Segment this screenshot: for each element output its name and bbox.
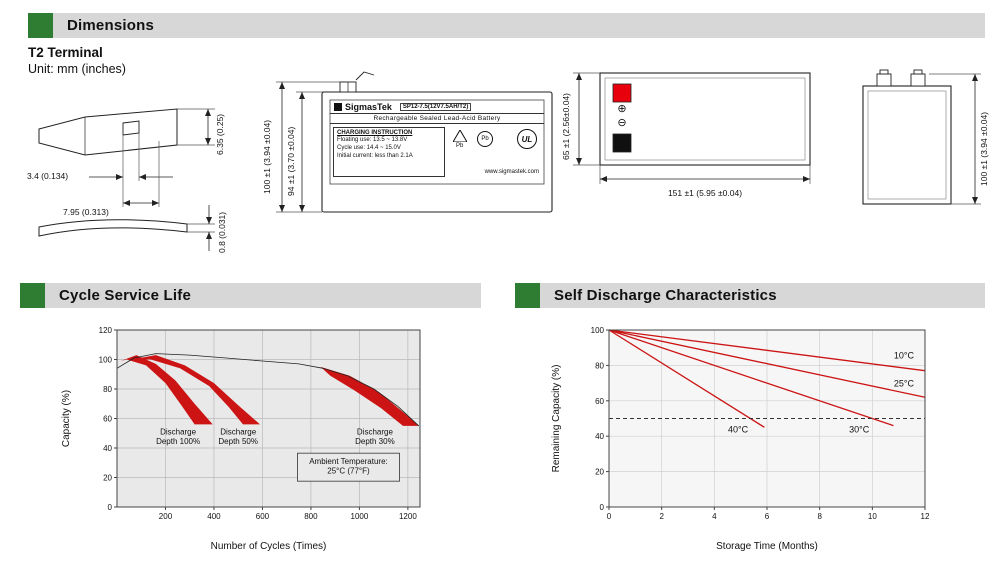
dim-length: 151 ±1 (5.95 ±0.04) <box>667 188 743 198</box>
svg-text:20: 20 <box>103 474 112 483</box>
svg-text:400: 400 <box>207 512 221 521</box>
svg-text:Remaining Capacity (%): Remaining Capacity (%) <box>551 365 562 473</box>
svg-text:Capacity (%): Capacity (%) <box>61 390 72 447</box>
charging-line: Initial current: less than 2.1A <box>337 152 413 159</box>
svg-text:100: 100 <box>99 356 113 365</box>
charging-line: Floating use: 13.5 ~ 13.8V <box>337 137 408 143</box>
terminal-detail-diagram <box>38 108 215 251</box>
dim-container-height: 94 ±1 (3.70 ±0.04) <box>286 126 296 196</box>
brand-logo-icon <box>334 103 342 111</box>
product-type: Rechargeable Sealed Lead-Acid Battery <box>330 113 544 124</box>
website-text: www.sigmastek.com <box>484 169 539 175</box>
svg-text:25°C: 25°C <box>894 379 915 389</box>
dim-terminal-thickness: 0.8 (0.031) <box>217 211 227 253</box>
svg-text:2: 2 <box>659 512 664 521</box>
svg-text:0: 0 <box>108 503 113 512</box>
self-discharge-chart: 10°C 25°C 30°C 40°C 0 2 4 6 8 10 12 0 20 40 60 80 100 Sto… <box>545 312 985 557</box>
charging-line: Cycle use: 14.4 ~ 15.0V <box>337 144 401 151</box>
charging-instruction-box: CHARGING INSTRUCTION Floating use: 13.5 … <box>333 127 445 177</box>
negative-terminal-symbol: ⊖ <box>617 117 627 129</box>
battery-label-header: SigmasTek SP12-7.5(12V7.5AH/T2) <box>330 100 544 113</box>
svg-text:40: 40 <box>103 444 112 453</box>
label-icon-zone: Pb Pb UL www.sigmastek.com <box>449 127 541 177</box>
svg-text:1000: 1000 <box>351 512 369 521</box>
dim-width: 65 ±1 (2.56±0.04) <box>561 93 571 160</box>
svg-text:1200: 1200 <box>399 512 417 521</box>
section-title-cycle-life: Cycle Service Life <box>59 287 192 304</box>
section-header-dimensions: Dimensions <box>28 13 985 38</box>
brand-name: SigmasTek <box>345 102 392 112</box>
model-number: SP12-7.5(12V7.5AH/T2) <box>399 103 472 111</box>
svg-text:12: 12 <box>921 512 930 521</box>
pb-text: Pb <box>456 143 464 149</box>
side-view-diagram <box>862 69 981 205</box>
battery-top-view: ⊕ ⊖ 65 ±1 (2.56±0.04) 151 ±1 (5.95 ±0.04… <box>555 58 835 228</box>
dim-terminal-pitch: 7.95 (0.313) <box>63 207 109 217</box>
svg-text:4: 4 <box>712 512 717 521</box>
svg-text:30°C: 30°C <box>849 425 870 435</box>
svg-text:40: 40 <box>595 432 604 441</box>
svg-text:80: 80 <box>595 361 604 370</box>
section-title-self-discharge: Self Discharge Characteristics <box>554 287 777 304</box>
svg-text:120: 120 <box>99 326 113 335</box>
svg-text:20: 20 <box>595 468 604 477</box>
svg-text:600: 600 <box>256 512 270 521</box>
positive-terminal-symbol: ⊕ <box>617 103 627 115</box>
terminal-type-label: T2 Terminal <box>28 45 103 60</box>
svg-text:40°C: 40°C <box>728 425 749 435</box>
svg-text:10°C: 10°C <box>894 350 915 360</box>
svg-text:60: 60 <box>103 415 112 424</box>
charging-title: CHARGING INSTRUCTION <box>337 130 413 136</box>
svg-text:80: 80 <box>103 385 112 394</box>
svg-text:8: 8 <box>817 512 822 521</box>
svg-text:60: 60 <box>595 397 604 406</box>
svg-text:100: 100 <box>591 326 605 335</box>
dim-terminal-width: 3.4 (0.134) <box>27 171 69 181</box>
front-view-diagram <box>276 71 553 213</box>
self-discharge-plot: 10°C 25°C 30°C 40°C 0 2 4 6 8 10 12 0 20 40 60 80 100 Sto… <box>551 326 930 552</box>
section-accent-square <box>515 283 540 308</box>
cycle-life-plot: Discharge Depth 100% Discharge Depth 50% Dis… <box>61 326 421 552</box>
dim-terminal-height: 6.35 (0.25) <box>215 113 225 155</box>
dim-side-height: 100 ±1 (3.94 ±0.04) <box>979 111 989 186</box>
svg-text:10: 10 <box>868 512 877 521</box>
svg-text:Storage Time (Months): Storage Time (Months) <box>716 541 818 552</box>
unit-note: Unit: mm (inches) <box>28 62 126 76</box>
section-header-self-discharge: Self Discharge Characteristics <box>515 283 985 308</box>
dim-total-height: 100 ±1 (3.94 ±0.04) <box>262 119 272 194</box>
svg-text:0: 0 <box>607 512 612 521</box>
battery-label-body: CHARGING INSTRUCTION Floating use: 13.5 … <box>330 124 544 177</box>
top-view-diagram <box>573 72 811 184</box>
svg-text:Ambient Temperature:25°C (77°F: Ambient Temperature: 25°C (77°F) <box>309 457 388 476</box>
section-accent-square <box>28 13 53 38</box>
battery-side-view: 100 ±1 (3.94 ±0.04) <box>845 58 995 233</box>
section-title-dimensions: Dimensions <box>67 17 155 34</box>
pb-crossed-icon: Pb <box>477 131 493 147</box>
svg-text:0: 0 <box>600 503 605 512</box>
section-accent-square <box>20 283 45 308</box>
battery-label: SigmasTek SP12-7.5(12V7.5AH/T2) Recharge… <box>330 100 544 184</box>
svg-text:200: 200 <box>159 512 173 521</box>
svg-text:Number of Cycles (Times): Number of Cycles (Times) <box>211 541 327 552</box>
svg-text:800: 800 <box>304 512 318 521</box>
section-header-cycle-life: Cycle Service Life <box>20 283 481 308</box>
recycle-icon <box>453 130 467 142</box>
battery-front-view: 100 ±1 (3.94 ±0.04) 94 ±1 (3.70 ±0.04) S… <box>260 62 560 262</box>
ul-certification-icon: UL <box>517 129 537 149</box>
svg-text:6: 6 <box>765 512 770 521</box>
terminal-detail-drawing: 3.4 (0.134) 7.95 (0.313) 6.35 (0.25) 0.8… <box>25 95 260 257</box>
cycle-service-life-chart: Discharge Depth 100% Discharge Depth 50% Dis… <box>55 312 475 557</box>
